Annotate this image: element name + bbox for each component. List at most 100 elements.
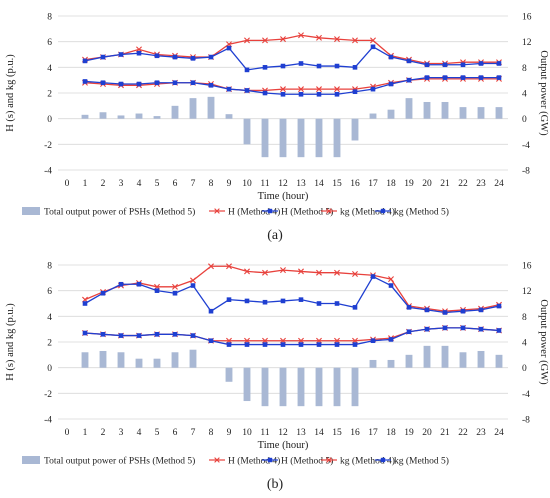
bar: [243, 118, 251, 145]
bar: [459, 352, 467, 368]
bar: [297, 367, 305, 407]
x-tick-label: 8: [209, 179, 214, 189]
x-tick-label: 18: [386, 179, 396, 189]
data-point: [478, 61, 484, 66]
data-point: [100, 290, 106, 296]
bar: [495, 354, 503, 368]
data-point: [352, 65, 358, 70]
data-point: [442, 75, 448, 80]
data-point: [424, 307, 430, 313]
x-tick-label: 16: [350, 428, 360, 438]
data-point: [154, 53, 160, 59]
x-tick-label: 0: [65, 428, 70, 438]
y-tick-label: 4: [47, 64, 52, 74]
bar: [117, 352, 125, 368]
data-point: [100, 80, 106, 86]
legend-swatch: [22, 456, 40, 464]
y-tick-label: 6: [47, 38, 52, 48]
bar: [135, 358, 143, 368]
y2-tick-label: 4: [522, 90, 527, 100]
data-point: [208, 263, 214, 270]
data-point: [316, 342, 322, 347]
x-tick-label: 11: [260, 428, 269, 438]
data-point: [388, 283, 394, 288]
data-point: [370, 274, 376, 279]
x-tick-label: 23: [476, 428, 486, 438]
x-tick-label: 20: [422, 428, 432, 438]
legend-label: H (Method 4): [228, 456, 280, 467]
legend-label: kg (Method 5): [394, 207, 449, 218]
data-point: [280, 86, 286, 93]
x-tick-label: 7: [191, 428, 196, 438]
data-point: [316, 34, 322, 41]
data-point: [208, 54, 214, 60]
data-point: [442, 62, 448, 68]
x-tick-label: 5: [155, 179, 160, 189]
data-point: [82, 301, 88, 306]
data-point: [244, 88, 250, 93]
data-point: [208, 308, 214, 314]
x-tick-label: 16: [350, 179, 360, 189]
series-line: [84, 327, 500, 342]
series-line: [84, 327, 500, 346]
x-tick-label: 4: [137, 428, 142, 438]
bar: [477, 350, 485, 368]
data-point: [118, 333, 124, 338]
legend-label: kg (Method 5): [394, 456, 449, 467]
data-point: [82, 58, 88, 64]
y2-tick-label: 16: [522, 262, 532, 272]
bar: [153, 116, 161, 119]
data-point: [262, 90, 268, 96]
legend-label: kg (Method 4): [340, 456, 395, 467]
y-axis-title: H (s) and kg (p.u.): [5, 303, 16, 381]
bar: [153, 358, 161, 368]
data-point: [172, 332, 178, 337]
data-point: [154, 288, 160, 293]
data-point: [244, 37, 250, 44]
data-point: [334, 91, 340, 97]
legend-label: Total output power of PSHs (Method 5): [44, 207, 195, 218]
data-point: [190, 283, 196, 288]
y2-tick-label: -4: [522, 141, 530, 151]
data-point: [406, 305, 412, 310]
data-point: [460, 325, 466, 331]
data-point: [388, 276, 394, 283]
bar: [315, 367, 323, 407]
x-tick-label: 4: [137, 179, 142, 189]
data-point: [334, 36, 340, 43]
y2-tick-label: 8: [522, 313, 527, 323]
x-tick-label: 13: [296, 179, 306, 189]
data-point: [334, 301, 340, 306]
legend-marker: [326, 457, 332, 463]
data-point: [172, 80, 178, 86]
data-point: [100, 332, 106, 337]
data-point: [154, 80, 160, 86]
data-point: [136, 50, 142, 56]
legend-marker: [214, 208, 220, 214]
data-point: [406, 58, 412, 64]
bar: [189, 98, 197, 119]
y2-tick-label: -4: [522, 390, 530, 400]
data-point: [226, 342, 232, 347]
data-point: [280, 91, 286, 97]
x-tick-label: 10: [242, 179, 252, 189]
bar: [423, 345, 431, 368]
x-tick-label: 6: [173, 179, 178, 189]
data-point: [172, 54, 178, 60]
data-point: [190, 80, 196, 86]
bar: [207, 96, 215, 119]
x-tick-label: 3: [119, 179, 124, 189]
x-tick-label: 9: [227, 179, 232, 189]
bar: [333, 118, 341, 158]
y-tick-label: -2: [44, 141, 52, 151]
panel-label: (b): [267, 477, 284, 492]
bar: [99, 350, 107, 368]
legend-marker: [380, 457, 386, 463]
x-tick-label: 13: [296, 428, 306, 438]
data-point: [352, 342, 358, 347]
data-point: [370, 338, 376, 344]
bar: [81, 114, 89, 119]
data-point: [208, 338, 214, 344]
x-axis-title: Time (hour): [258, 191, 309, 202]
x-tick-label: 18: [386, 428, 396, 438]
